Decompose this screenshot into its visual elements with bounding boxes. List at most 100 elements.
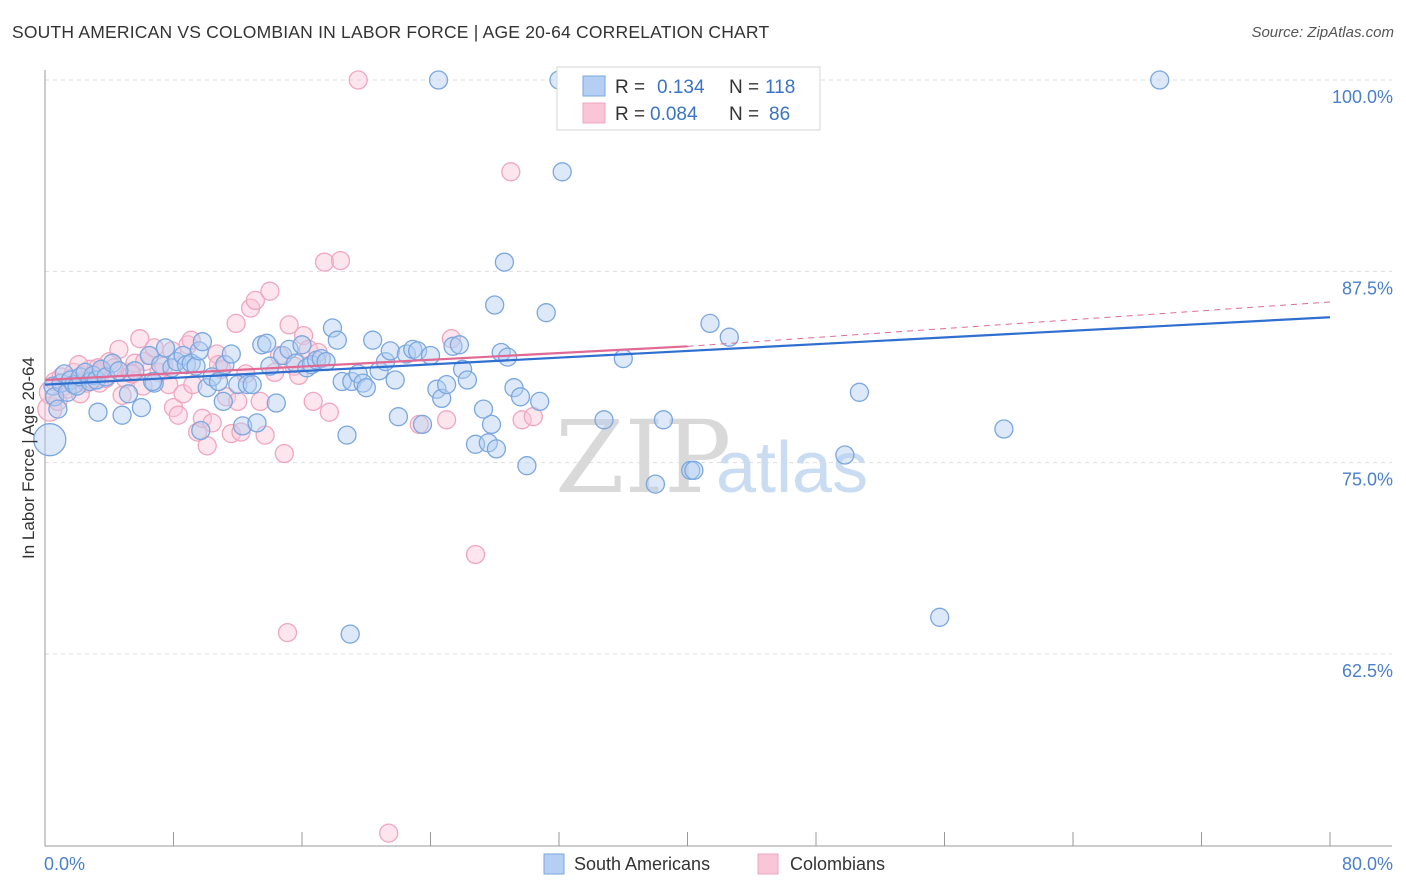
south-american-point xyxy=(213,391,233,412)
colombian-point xyxy=(277,622,298,643)
south-american-point xyxy=(849,382,870,402)
south-american-point xyxy=(316,351,336,372)
south-american-point xyxy=(994,419,1014,439)
south-american-point xyxy=(102,353,123,373)
colombian-point xyxy=(183,374,203,395)
south-american-point xyxy=(186,356,206,376)
south-american-point xyxy=(363,330,383,350)
south-american-point xyxy=(260,356,280,376)
colombian-point xyxy=(319,402,339,422)
y-tick-label-3: 100.0% xyxy=(1332,87,1393,107)
colombian-point xyxy=(250,391,270,412)
south-american-point xyxy=(380,341,400,361)
south-american-point xyxy=(457,370,478,390)
south-american-point xyxy=(1150,70,1170,90)
colombian-point xyxy=(221,423,241,444)
chart-title: SOUTH AMERICAN VS COLOMBIAN IN LABOR FOR… xyxy=(12,22,770,42)
south-american-point xyxy=(420,345,441,366)
colombian-point xyxy=(208,355,229,375)
south-american-point xyxy=(388,407,409,427)
south-american-point xyxy=(131,397,152,418)
south-american-point xyxy=(247,413,267,433)
colombian-point xyxy=(348,70,368,90)
colombian-point xyxy=(69,355,89,375)
x-tick-label-max: 80.0% xyxy=(1342,854,1393,874)
south-american-point xyxy=(327,330,347,350)
south-american-point xyxy=(257,333,277,353)
colombian-point xyxy=(228,391,248,412)
south-american-point xyxy=(653,410,674,430)
y-tick-label-2: 87.5% xyxy=(1342,278,1393,298)
south-american-point xyxy=(237,374,258,395)
south-american-point xyxy=(266,393,286,413)
x-axis-ticks xyxy=(44,832,1331,846)
south-american-point xyxy=(191,420,211,441)
colombian-point xyxy=(202,413,222,433)
y-axis-title: In Labor Force | Age 20-64 xyxy=(19,357,38,559)
south-american-point xyxy=(215,355,235,375)
colombian-point xyxy=(130,329,150,349)
x-tick-label-min: 0.0% xyxy=(44,854,85,874)
colombian-point xyxy=(501,162,521,182)
south-american-point xyxy=(700,313,720,334)
colombian-point xyxy=(512,410,532,430)
south-americans-points xyxy=(33,70,1170,644)
south-american-point xyxy=(232,416,253,436)
stats-pink-r-value: 0.084 xyxy=(650,104,698,125)
colombian-point xyxy=(436,410,457,430)
stats-swatch-pink xyxy=(582,102,606,124)
colombian-point xyxy=(279,315,299,335)
south-american-point xyxy=(530,391,550,412)
stats-pink-n-value: 86 xyxy=(769,104,790,125)
legend: South Americans Colombians xyxy=(543,853,885,875)
colombian-point xyxy=(465,544,486,565)
south-american-point xyxy=(443,336,463,356)
south-american-point xyxy=(427,379,447,399)
south-american-point xyxy=(594,410,614,430)
south-americans-trend-line xyxy=(44,316,1331,386)
colombians-trend-line xyxy=(44,345,688,382)
south-american-point xyxy=(719,327,739,347)
south-american-point xyxy=(118,384,139,404)
y-tick-label-1: 75.0% xyxy=(1342,470,1393,490)
stats-pink-r-label: R = xyxy=(615,104,645,125)
south-american-point xyxy=(155,338,176,358)
colombian-point xyxy=(303,391,323,412)
south-american-point xyxy=(340,624,360,644)
south-american-point xyxy=(412,414,433,435)
south-american-point xyxy=(356,378,376,398)
colombians-points xyxy=(37,70,596,843)
legend-swatch-south-americans xyxy=(543,853,565,875)
south-american-point xyxy=(494,252,515,272)
trend-lines xyxy=(44,301,1331,386)
south-american-point xyxy=(48,399,68,419)
south-american-point xyxy=(536,303,556,323)
south-american-point xyxy=(485,295,505,315)
south-american-point xyxy=(221,344,241,364)
south-american-point xyxy=(142,371,163,392)
y-tick-label-0: 62.5% xyxy=(1342,661,1393,681)
watermark-atlas: atlas xyxy=(716,428,868,508)
stats-swatch-blue xyxy=(582,75,606,97)
stats-blue-n-value: 118 xyxy=(765,77,795,98)
colombians-trend-extension xyxy=(687,301,1331,347)
south-american-point xyxy=(436,374,457,395)
colombian-point xyxy=(379,823,399,843)
south-american-point xyxy=(192,332,213,352)
south-american-point xyxy=(292,335,312,355)
stats-blue-r-value: 0.134 xyxy=(657,77,705,98)
south-american-point xyxy=(125,361,145,381)
legend-label-colombians: Colombians xyxy=(790,854,885,874)
south-american-point xyxy=(208,371,229,392)
colombian-point xyxy=(192,408,213,428)
colombian-point xyxy=(314,252,335,272)
south-american-point xyxy=(452,359,473,379)
south-american-point xyxy=(684,460,704,480)
watermark-zip: ZIP xyxy=(555,399,731,516)
south-american-point xyxy=(473,399,494,419)
south-american-point xyxy=(385,370,405,390)
south-american-point xyxy=(322,318,343,338)
south-american-point xyxy=(486,439,507,459)
south-american-point xyxy=(510,387,531,407)
